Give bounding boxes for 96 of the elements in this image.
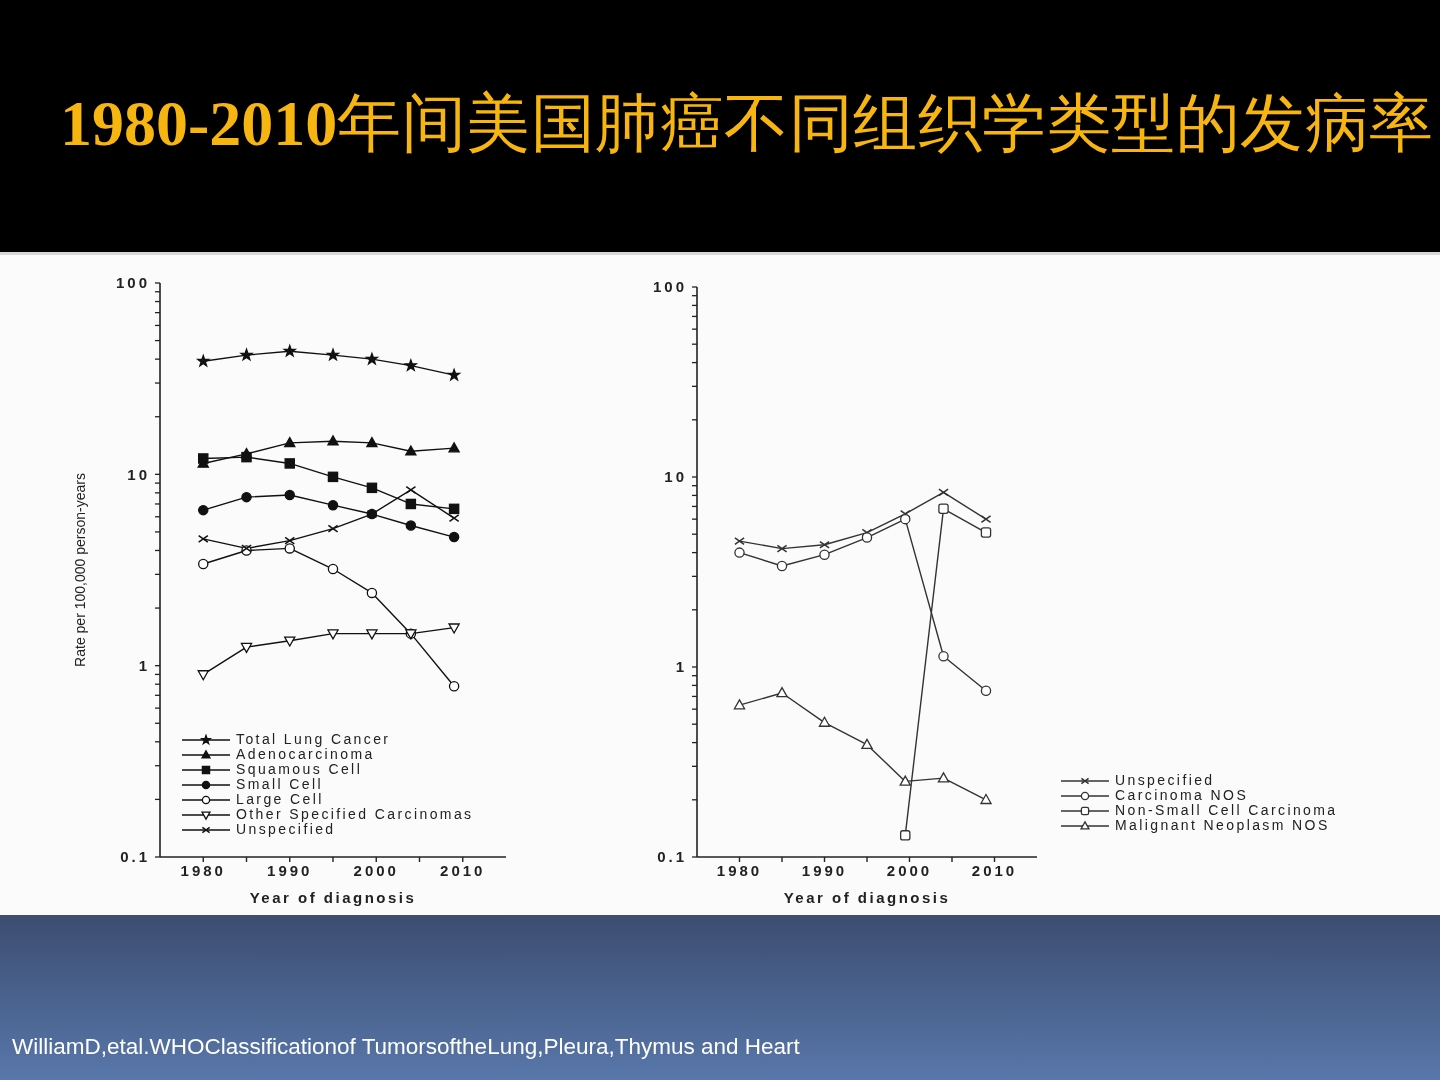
point xyxy=(819,540,830,549)
point xyxy=(404,359,417,371)
point xyxy=(198,504,209,516)
legend-label: Carcinoma NOS xyxy=(1115,787,1249,803)
point xyxy=(448,681,460,692)
y-tick-label: 10 xyxy=(664,468,687,486)
point xyxy=(448,531,460,543)
x-axis-title: Year of diagnosis xyxy=(783,889,951,906)
point xyxy=(197,670,209,681)
point xyxy=(447,368,461,381)
y-tick-label: 1 xyxy=(675,658,687,676)
point xyxy=(327,629,339,640)
point xyxy=(197,354,210,367)
point xyxy=(405,445,417,456)
point xyxy=(240,348,253,361)
legend-label: Large Cell xyxy=(236,791,324,807)
point xyxy=(198,558,209,570)
x-tick-label: 2010 xyxy=(440,861,486,879)
point xyxy=(938,650,949,662)
y-tick-label: 100 xyxy=(652,278,687,296)
y-tick-label: 10 xyxy=(127,465,150,483)
point xyxy=(326,348,340,361)
x-tick-label: 1980 xyxy=(716,861,763,879)
point xyxy=(734,547,745,558)
text: 1980-2010年间美国肺癌不同组织学类型的发病率 xyxy=(60,88,1434,159)
point xyxy=(197,534,209,543)
point xyxy=(937,772,950,783)
text: WilliamD,etal.WHOClassificationof TumorsoftheLung,Pleura,Thymus and Heart xyxy=(12,1033,800,1061)
point xyxy=(980,685,992,696)
y-tick-label: 1 xyxy=(138,656,150,674)
point xyxy=(938,503,949,515)
point xyxy=(366,629,378,640)
point xyxy=(818,716,831,727)
point xyxy=(980,515,992,524)
point xyxy=(405,520,417,531)
point xyxy=(241,451,252,463)
legend-label: Squamous Cell xyxy=(236,761,363,777)
legend-label: Malignant Neoplasm NOS xyxy=(1115,817,1330,833)
point xyxy=(284,489,295,501)
y-tick-label: 100 xyxy=(115,274,150,292)
x-tick-label: 1990 xyxy=(801,861,848,879)
point xyxy=(776,544,788,553)
point xyxy=(861,738,873,750)
point xyxy=(284,636,296,647)
y-tick-label: 0.1 xyxy=(657,848,687,866)
point xyxy=(284,436,296,448)
point xyxy=(734,537,745,546)
point xyxy=(448,623,460,634)
legend-label: Unspecified xyxy=(236,821,336,837)
point xyxy=(900,830,911,841)
point xyxy=(938,488,949,497)
point xyxy=(776,560,788,572)
x-tick-label: 2010 xyxy=(971,861,1018,879)
point xyxy=(241,491,252,503)
point xyxy=(327,524,339,533)
point xyxy=(284,458,295,469)
point xyxy=(283,344,296,357)
point xyxy=(448,514,460,523)
point xyxy=(365,352,379,365)
point xyxy=(980,527,992,538)
point xyxy=(284,543,295,554)
legend-label: Non-Small Cell Carcinoma xyxy=(1115,802,1338,818)
point xyxy=(819,549,830,560)
x-axis-title: Year of diagnosis xyxy=(249,889,417,906)
x-tick-label: 2000 xyxy=(353,861,399,879)
point xyxy=(448,503,460,515)
point xyxy=(240,642,253,654)
point xyxy=(405,485,417,494)
point xyxy=(366,436,378,448)
point xyxy=(327,563,339,575)
x-tick-label: 2000 xyxy=(886,861,933,879)
point xyxy=(900,513,911,525)
point xyxy=(327,471,339,483)
point xyxy=(366,587,378,599)
point xyxy=(198,453,209,464)
point xyxy=(405,498,417,510)
point xyxy=(448,442,460,453)
point xyxy=(899,775,911,786)
x-tick-label: 1990 xyxy=(267,861,313,879)
point xyxy=(327,499,339,511)
point xyxy=(284,536,296,545)
y-tick-label: 0.1 xyxy=(120,848,150,866)
point xyxy=(980,793,992,805)
point xyxy=(733,699,746,710)
point xyxy=(776,687,788,698)
point xyxy=(861,532,873,543)
point xyxy=(899,509,911,518)
legend-label: Adenocarcinoma xyxy=(236,746,375,762)
legend-label: Total Lung Cancer xyxy=(236,731,391,747)
legend-label: Unspecified xyxy=(1115,772,1215,788)
y-axis-title: Rate per 100,000 person-years xyxy=(72,473,88,667)
point xyxy=(366,482,378,494)
legend-label: Small Cell xyxy=(236,776,324,792)
x-tick-label: 1980 xyxy=(180,861,226,879)
point xyxy=(327,435,339,446)
legend-label: Other Specified Carcinomas xyxy=(236,806,474,822)
